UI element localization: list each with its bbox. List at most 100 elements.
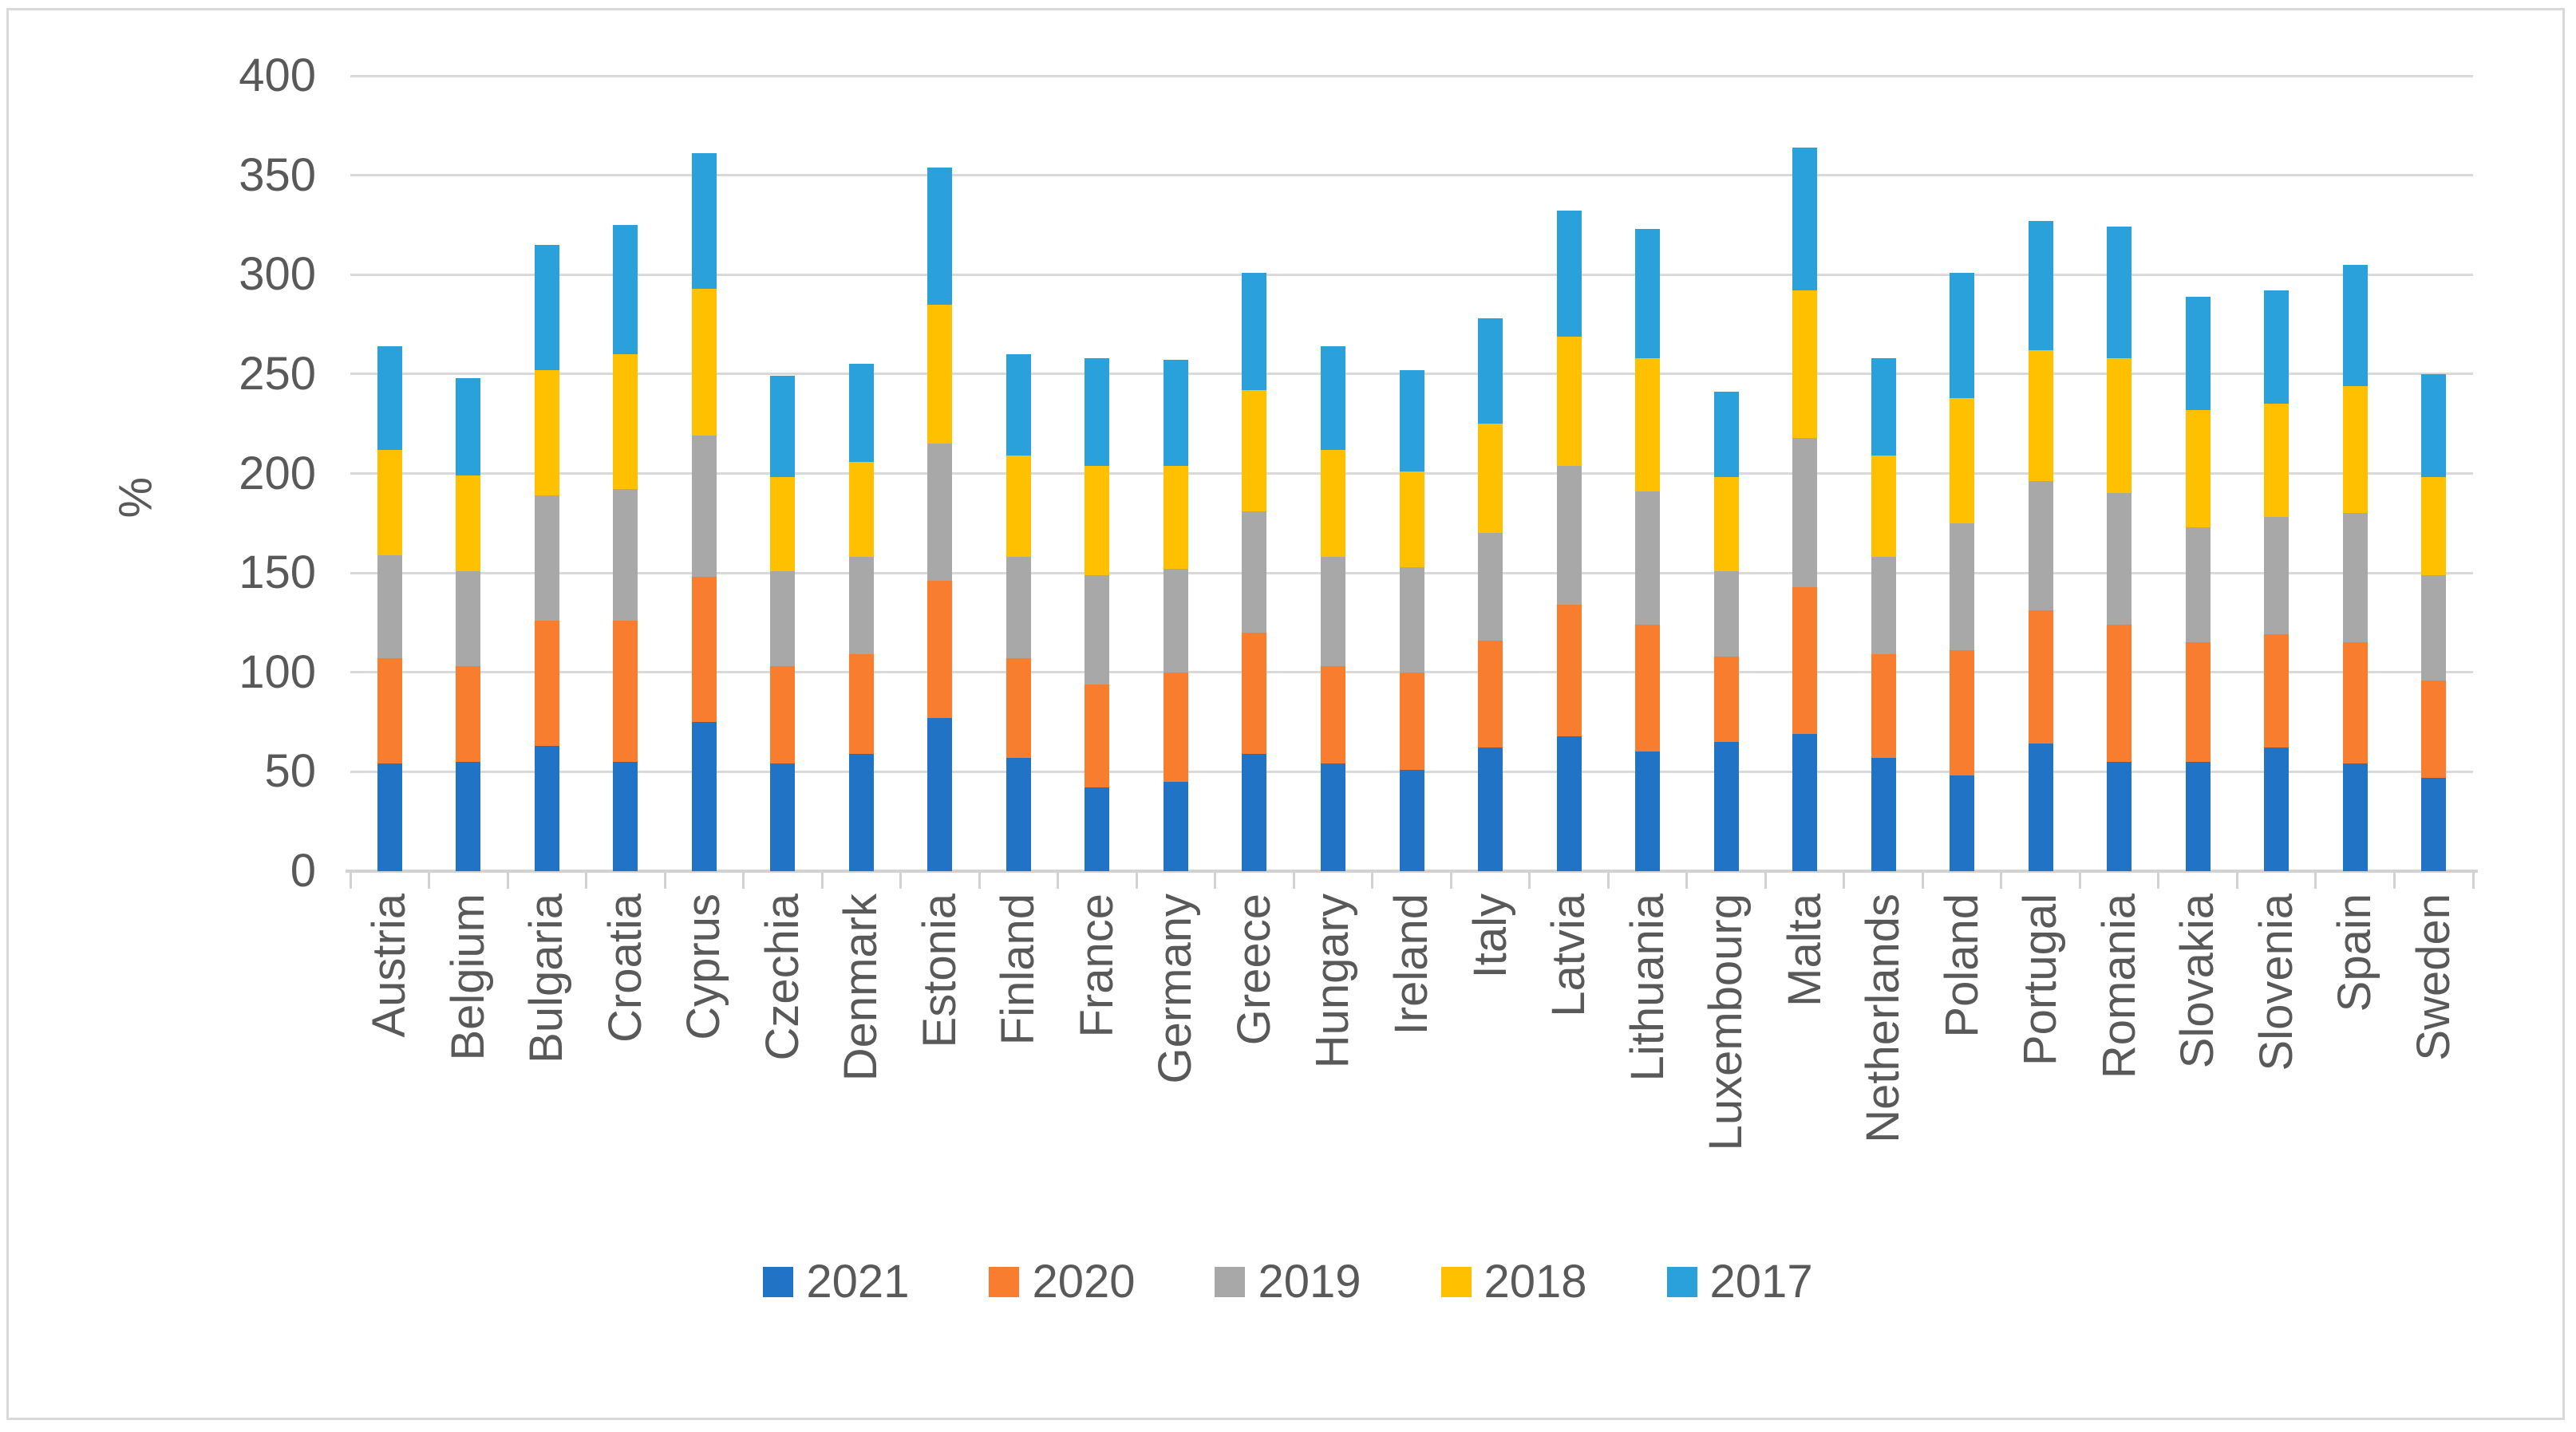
x-axis-tick (1371, 871, 1374, 889)
bar-segment-2017-france (1085, 357, 1110, 466)
bar-segment-2018-netherlands (1871, 456, 1896, 558)
bar-segment-2021-luxembourg (1713, 741, 1739, 871)
bar-segment-2021-czechia (770, 763, 796, 871)
legend-swatch-2017 (1666, 1267, 1697, 1297)
x-label-denmark: Denmark (835, 894, 887, 1082)
bar-segment-2017-bulgaria (534, 244, 559, 370)
x-axis-tick (506, 871, 509, 889)
bar-segment-2018-belgium (456, 475, 481, 571)
legend-item-2019: 2019 (1215, 1257, 1361, 1307)
bar-segment-2018-czechia (770, 477, 796, 571)
bar-segment-2021-estonia (927, 718, 953, 871)
bar-segment-2020-lithuania (1635, 624, 1661, 752)
bar-segment-2017-estonia (927, 167, 953, 305)
bar-segment-2020-ireland (1399, 672, 1424, 770)
bar-segment-2021-cyprus (691, 722, 717, 871)
legend-item-2018: 2018 (1440, 1257, 1587, 1307)
x-axis-tick (663, 871, 666, 889)
bar-segment-2018-slovakia (2185, 409, 2211, 527)
bar-segment-2020-austria (377, 658, 402, 764)
bar-segment-2019-czechia (770, 570, 796, 667)
legend-swatch-2021 (763, 1267, 794, 1297)
bar-segment-2020-greece (1242, 632, 1267, 754)
bar-segment-2021-hungary (1320, 763, 1345, 871)
bar-segment-2018-cyprus (691, 288, 717, 436)
x-axis-tick (1135, 871, 1138, 889)
bar-segment-2021-sweden (2421, 777, 2447, 871)
bar-segment-2019-croatia (613, 489, 638, 621)
bar-segment-2020-sweden (2421, 680, 2447, 778)
bar-segment-2018-ireland (1399, 471, 1424, 567)
bar-segment-2020-finland (1006, 658, 1031, 758)
bar-segment-2020-italy (1478, 640, 1503, 748)
y-tick-label-250: 250 (239, 347, 316, 400)
bar-segment-2019-portugal (2028, 481, 2053, 611)
legend-label-2020: 2020 (1032, 1256, 1136, 1308)
legend-item-2021: 2021 (763, 1257, 909, 1307)
bar-segment-2019-cyprus (691, 436, 717, 578)
x-axis-tick (2078, 871, 2081, 889)
y-tick-label-100: 100 (239, 645, 316, 698)
bar-segment-2018-poland (1950, 397, 1975, 523)
y-tick-label-150: 150 (239, 546, 316, 599)
bar-segment-2021-romania (2107, 761, 2132, 871)
x-axis-tick (1606, 871, 1610, 889)
legend-swatch-2020 (989, 1267, 1020, 1297)
x-axis-tick (899, 871, 903, 889)
legend-item-2017: 2017 (1666, 1257, 1813, 1307)
bar-segment-2020-estonia (927, 581, 953, 719)
bar-segment-2021-germany (1163, 781, 1188, 871)
bar-segment-2019-germany (1163, 569, 1188, 673)
bar-segment-2018-denmark (848, 461, 874, 558)
bar-segment-2017-latvia (1556, 211, 1582, 337)
x-axis-tick (2314, 871, 2317, 889)
bar-segment-2021-poland (1950, 775, 1975, 871)
bar-segment-2020-netherlands (1871, 654, 1896, 758)
bar-segment-2019-denmark (848, 557, 874, 655)
bar-segment-2017-romania (2107, 227, 2132, 358)
x-label-france: France (1070, 894, 1123, 1038)
bar-segment-2017-netherlands (1871, 357, 1896, 456)
bar-segment-2018-hungary (1320, 449, 1345, 558)
gridline-350 (350, 174, 2473, 177)
bar-segment-2021-austria (377, 763, 402, 871)
x-axis-tick (1214, 871, 1217, 889)
chart-legend: 2021 2020 2019 2018 2017 (0, 1257, 2576, 1307)
x-label-malta: Malta (1778, 894, 1831, 1007)
bar-segment-2017-italy (1478, 318, 1503, 424)
bar-segment-2019-latvia (1556, 465, 1582, 605)
bar-segment-2019-bulgaria (534, 495, 559, 621)
bar-segment-2020-denmark (848, 654, 874, 754)
x-axis-tick (2157, 871, 2160, 889)
x-axis-tick (585, 871, 588, 889)
bar-segment-2017-spain (2342, 264, 2368, 386)
bar-segment-2020-germany (1163, 672, 1188, 782)
bar-segment-2019-finland (1006, 557, 1031, 659)
x-axis-tick (1528, 871, 1531, 889)
bar-segment-2020-spain (2342, 642, 2368, 764)
bar-segment-2019-france (1085, 574, 1110, 684)
bar-segment-2017-portugal (2028, 220, 2053, 350)
x-axis-tick (2392, 871, 2396, 889)
bar-segment-2019-slovenia (2264, 517, 2290, 635)
bar-segment-2020-luxembourg (1713, 656, 1739, 742)
bar-segment-2018-sweden (2421, 477, 2447, 575)
x-label-slovenia: Slovenia (2250, 894, 2302, 1071)
bar-segment-2019-spain (2342, 513, 2368, 643)
x-axis-tick (742, 871, 745, 889)
x-label-estonia: Estonia (913, 894, 966, 1048)
bar-segment-2019-ireland (1399, 566, 1424, 673)
legend-swatch-2018 (1440, 1267, 1472, 1297)
bar-segment-2017-luxembourg (1713, 392, 1739, 478)
bar-segment-2019-lithuania (1635, 491, 1661, 625)
bar-segment-2018-romania (2107, 357, 2132, 494)
bar-segment-2019-malta (1792, 437, 1818, 587)
bar-segment-2021-bulgaria (534, 745, 559, 871)
bar-segment-2018-greece (1242, 389, 1267, 511)
bar-segment-2018-malta (1792, 290, 1818, 438)
bar-segment-2019-belgium (456, 570, 481, 667)
x-label-slovakia: Slovakia (2171, 894, 2224, 1069)
bar-segment-2018-portugal (2028, 349, 2053, 482)
bar-segment-2020-latvia (1556, 605, 1582, 736)
